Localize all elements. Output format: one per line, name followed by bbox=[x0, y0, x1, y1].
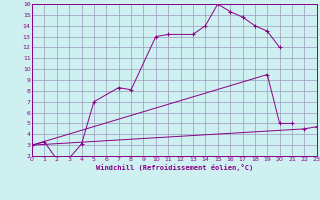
X-axis label: Windchill (Refroidissement éolien,°C): Windchill (Refroidissement éolien,°C) bbox=[96, 164, 253, 171]
